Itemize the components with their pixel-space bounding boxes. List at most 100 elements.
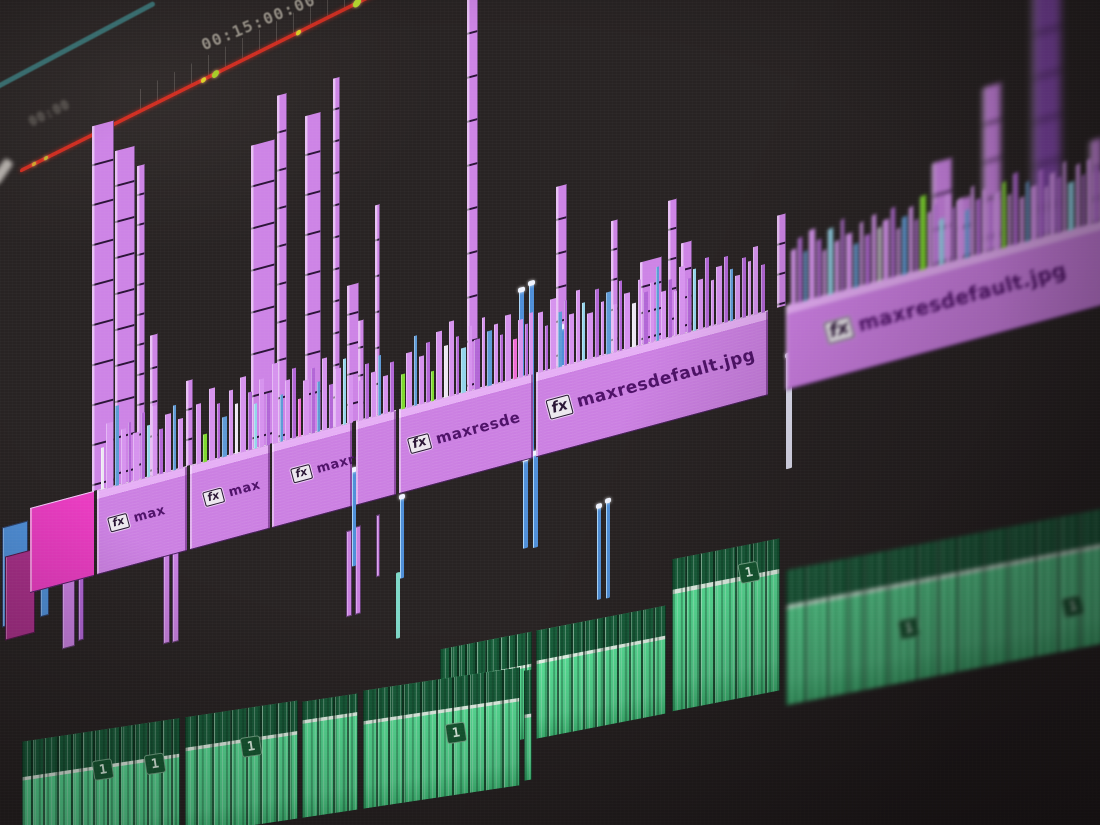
clip-cut-line[interactable] <box>402 684 404 803</box>
mini-clip[interactable] <box>624 292 630 350</box>
stacked-clip-tower[interactable] <box>777 213 786 308</box>
mini-clip[interactable] <box>1002 181 1006 249</box>
clip-cut-line[interactable] <box>260 705 262 825</box>
mini-clip[interactable] <box>748 260 751 317</box>
mini-clip[interactable] <box>335 367 341 428</box>
mini-clip[interactable] <box>915 219 918 272</box>
mini-clip[interactable] <box>693 268 696 332</box>
clip-cut-line[interactable] <box>57 736 59 825</box>
mini-clip[interactable] <box>656 266 659 342</box>
small-clip[interactable] <box>376 514 380 578</box>
clip-cut-line[interactable] <box>119 726 121 825</box>
mini-clip[interactable] <box>939 218 944 266</box>
mini-clip[interactable] <box>101 447 104 490</box>
mini-clip[interactable] <box>928 211 932 269</box>
video-clip[interactable] <box>30 490 94 593</box>
mini-clip[interactable] <box>687 277 691 333</box>
mini-clip[interactable] <box>1057 176 1061 234</box>
mini-clip[interactable] <box>730 268 733 322</box>
mini-clip[interactable] <box>513 338 517 380</box>
clip-cut-line[interactable] <box>212 713 214 825</box>
mini-clip[interactable] <box>679 265 685 336</box>
mini-clip[interactable] <box>317 381 320 433</box>
clip-cut-line[interactable] <box>376 688 378 807</box>
mini-clip[interactable] <box>406 351 412 409</box>
video-clip[interactable] <box>356 354 396 506</box>
audio-clip[interactable] <box>302 693 358 818</box>
audio-clip[interactable]: 1 <box>185 700 298 825</box>
mini-clip[interactable] <box>141 412 145 480</box>
marker-pin[interactable] <box>596 502 602 601</box>
mini-clip[interactable] <box>343 358 346 426</box>
mini-clip[interactable] <box>558 311 562 368</box>
mini-clip[interactable] <box>222 416 227 458</box>
clip-cut-line[interactable] <box>436 679 438 798</box>
clip-cut-line[interactable] <box>502 669 504 788</box>
mini-clip[interactable] <box>865 233 870 286</box>
mini-clip[interactable] <box>259 378 264 448</box>
mini-clip[interactable] <box>115 405 119 487</box>
video-clip[interactable]: fx maxresdefault.jpg <box>786 158 1100 391</box>
mini-clip[interactable] <box>401 373 405 410</box>
mini-clip[interactable] <box>952 207 955 262</box>
mini-clip[interactable] <box>742 257 746 319</box>
mini-clip[interactable] <box>835 240 839 294</box>
mini-clip[interactable] <box>724 255 728 324</box>
mini-clip[interactable] <box>1026 181 1029 243</box>
mini-clip[interactable] <box>254 403 257 449</box>
clip-cut-line[interactable] <box>81 732 83 825</box>
mini-clip[interactable] <box>518 318 523 379</box>
audio-clip[interactable] <box>524 669 532 781</box>
marker-pin[interactable] <box>532 449 539 549</box>
mini-clip[interactable] <box>902 215 907 276</box>
mini-clip[interactable] <box>595 288 599 358</box>
mini-clip[interactable] <box>248 391 252 451</box>
mini-clip[interactable] <box>716 265 722 326</box>
mini-clip[interactable] <box>587 312 593 360</box>
mini-clip[interactable] <box>1013 172 1018 246</box>
marker-pin[interactable] <box>522 455 529 549</box>
mini-clip[interactable] <box>1068 181 1074 231</box>
mini-clip[interactable] <box>298 398 301 438</box>
mini-clip[interactable] <box>934 203 937 267</box>
small-clip[interactable] <box>163 550 170 645</box>
mini-clip[interactable] <box>753 245 758 316</box>
mini-clip[interactable] <box>661 290 666 340</box>
mini-clip[interactable] <box>1031 185 1037 241</box>
mini-clip[interactable] <box>378 354 381 416</box>
mini-clip[interactable] <box>711 279 714 327</box>
mini-clip[interactable] <box>311 367 315 434</box>
mini-clip[interactable] <box>883 218 889 281</box>
mini-clip[interactable] <box>365 363 369 420</box>
mini-clip[interactable] <box>828 227 833 296</box>
mini-clip[interactable] <box>196 403 201 465</box>
mini-clip[interactable] <box>383 375 388 415</box>
mini-clip[interactable] <box>390 361 394 413</box>
mini-clip[interactable] <box>891 207 895 279</box>
mini-clip[interactable] <box>971 186 974 257</box>
clip-cut-line[interactable] <box>420 681 422 801</box>
mini-clip[interactable] <box>798 237 802 304</box>
mini-clip[interactable] <box>735 274 740 321</box>
mini-clip[interactable] <box>1039 169 1043 239</box>
mini-clip[interactable] <box>285 379 290 441</box>
video-clip[interactable]: fx max <box>190 376 270 551</box>
mini-clip[interactable] <box>632 302 636 348</box>
mini-clip[interactable] <box>1082 174 1085 228</box>
mini-clip[interactable] <box>266 392 270 446</box>
mini-clip[interactable] <box>909 206 913 274</box>
mini-clip[interactable] <box>240 376 246 453</box>
mini-clip[interactable] <box>431 370 434 402</box>
mini-clip[interactable] <box>217 403 220 459</box>
mini-clip[interactable] <box>619 280 622 352</box>
mini-clip[interactable] <box>414 335 417 407</box>
mini-clip[interactable] <box>564 300 567 366</box>
mini-clip[interactable] <box>897 227 900 277</box>
mini-clip[interactable] <box>846 232 852 291</box>
mini-clip[interactable] <box>329 383 333 429</box>
mini-clip[interactable] <box>505 314 511 382</box>
mini-clip[interactable] <box>147 424 150 478</box>
mini-clip[interactable] <box>606 291 611 355</box>
mini-clip[interactable] <box>545 325 548 371</box>
marker-pin[interactable] <box>605 497 611 599</box>
